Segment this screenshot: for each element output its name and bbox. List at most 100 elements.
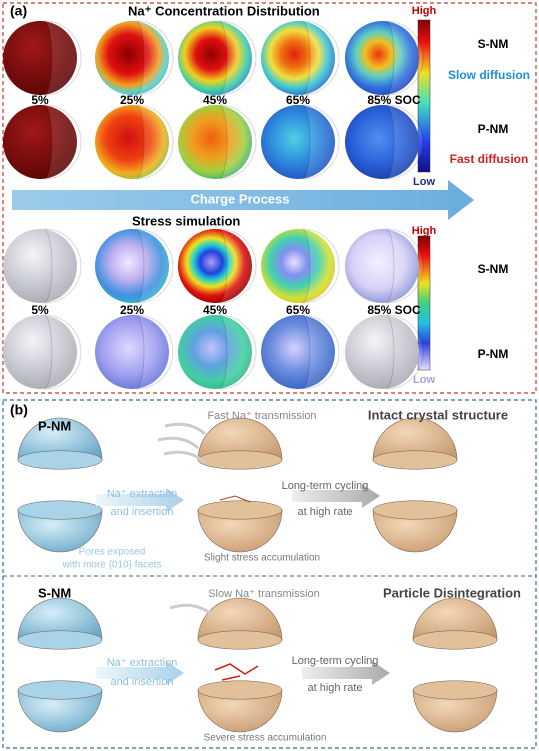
stress-crack [219,495,251,503]
sphere [345,21,419,95]
soc-label: 65% [286,303,310,317]
sphere [95,315,169,389]
sphere [261,105,335,179]
note: Slow diffusion [448,68,530,82]
soc-label: 5% [31,303,49,317]
arrow-label: Charge Process [191,191,290,206]
cut-face [412,630,498,650]
cycling: at high rate [307,682,362,694]
hemisphere [372,509,458,553]
cut-face [197,630,283,650]
sphere-shell [43,104,82,180]
sphere-shell [218,20,257,96]
process-arrow [96,488,184,512]
soc-label: 45% [203,303,227,317]
sphere-shell [43,20,82,96]
cut-face [17,680,103,700]
ion-flow [169,603,213,617]
stress-note: Slight stress accumulation [204,553,320,564]
sphere-shell [301,228,340,304]
sphere [261,315,335,389]
panel-label: (b) [10,402,28,418]
colorbar-high: High [412,5,437,17]
pores-note: with more {010} facets [62,560,162,571]
sphere-shell [135,228,174,304]
cycling: at high rate [297,506,352,518]
hemisphere [17,689,103,733]
sample-name: S-NM [38,585,71,600]
sphere [345,229,419,303]
stress-crack [214,663,259,681]
sample-name: P-NM [38,418,71,433]
colorbar-low: Low [413,176,435,188]
sphere [261,21,335,95]
ion-flow [163,450,206,464]
cut-face [17,500,103,520]
soc-label: 25% [120,93,144,107]
note: Fast diffusion [450,152,529,166]
result: Particle Disintegration [383,585,521,600]
hemisphere [17,597,103,641]
sphere-shell [135,20,174,96]
sphere-shell [218,104,257,180]
sphere [95,229,169,303]
process: and insertion [111,676,174,688]
cut-face [197,680,283,700]
soc-label: 85% SOC [367,303,421,317]
hemisphere [197,689,283,733]
process-arrow [302,661,390,685]
colorbar-low: Low [413,374,435,386]
sphere-shell [43,314,82,390]
sphere [345,105,419,179]
stress-note: Severe stress accumulation [204,733,327,744]
row-label: P-NM [478,122,509,136]
ion-flow [157,436,200,450]
sphere-shell [385,314,424,390]
cut-face [17,450,103,470]
sphere [178,229,252,303]
sphere-shell [43,228,82,304]
sphere [95,21,169,95]
process: and insertion [111,506,174,518]
sphere-shell [385,228,424,304]
sphere-shell [301,104,340,180]
cycling: Long-term cycling [282,480,369,492]
shapes [3,20,498,733]
soc-label: 25% [120,303,144,317]
process: Na⁺ extraction [107,488,178,500]
hemisphere [372,417,458,461]
sphere [178,105,252,179]
cut-face [372,500,458,520]
colorbar [417,19,431,173]
section-title: Stress simulation [132,213,240,228]
sphere [345,315,419,389]
sphere [3,105,77,179]
cut-face [197,500,283,520]
transmission: Slow Na⁺ transmission [208,588,320,600]
sphere-shell [385,20,424,96]
panel-b-border [2,399,537,749]
charge-arrow [12,180,474,220]
process-arrow [292,484,380,508]
panel-title: Na⁺ Concentration Distribution [128,3,320,18]
hemisphere [197,509,283,553]
sphere [3,21,77,95]
soc-label: 85% SOC [367,93,421,107]
cut-face [412,680,498,700]
soc-label: 45% [203,93,227,107]
soc-label: 5% [31,93,49,107]
panel-a-border [2,2,537,394]
ion-flow [164,422,207,436]
sphere-shell [301,20,340,96]
hemisphere [17,417,103,461]
sphere [3,315,77,389]
row-label: S-NM [478,37,509,51]
panel-label: (a) [10,3,27,19]
hemisphere [412,597,498,641]
sphere-shell [135,314,174,390]
sphere [261,229,335,303]
colorbar-high: High [412,225,437,237]
sphere-shell [135,104,174,180]
